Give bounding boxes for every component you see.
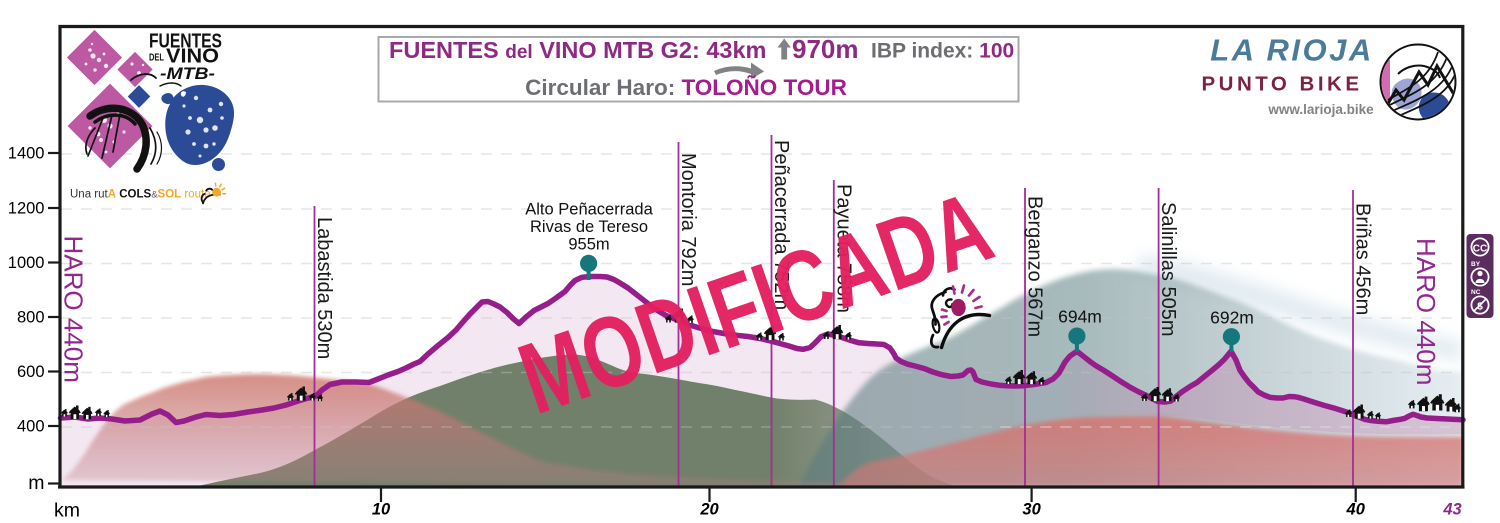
svg-text:Payueta 758m: Payueta 758m [832,184,854,313]
svg-text:BY: BY [1471,261,1481,268]
svg-text:FUENTES: FUENTES [149,30,222,53]
svg-text:40: 40 [1346,501,1366,519]
svg-text:Peñacerrada 752m: Peñacerrada 752m [770,140,792,310]
svg-text:PUNTO BIKE: PUNTO BIKE [1201,73,1362,96]
svg-text:LA RIOJA: LA RIOJA [1210,33,1374,68]
svg-text:-MTB-: -MTB- [160,64,215,83]
svg-text:Circular Haro: TOLOÑO TOUR: Circular Haro: TOLOÑO TOUR [525,75,847,100]
svg-text:FUENTES del VINO MTB G2: 43km: FUENTES del VINO MTB G2: 43km [389,37,766,63]
svg-text:IBP index: 100: IBP index: 100 [871,40,1014,63]
svg-text:694m: 694m [1058,307,1102,327]
svg-text:Salinillas 505m: Salinillas 505m [1157,202,1179,337]
svg-text:Alto Peñacerrada: Alto Peñacerrada [525,201,653,219]
svg-text:CC: CC [1473,244,1487,255]
svg-text:DEL: DEL [149,53,164,64]
svg-text:600: 600 [17,363,45,381]
svg-text:400: 400 [17,418,45,436]
svg-text:Berganzo 567m: Berganzo 567m [1024,196,1046,337]
svg-text:Rivas de Tereso: Rivas de Tereso [530,218,648,236]
svg-text:1400: 1400 [8,145,45,163]
svg-text:20: 20 [699,501,719,519]
svg-text:30: 30 [1022,501,1041,519]
svg-text:HARO 440m: HARO 440m [59,236,89,383]
svg-text:10: 10 [372,501,391,519]
svg-text:NC: NC [1471,289,1481,296]
svg-text:www.larioja.bike: www.larioja.bike [1267,102,1374,117]
svg-text:HARO 440m: HARO 440m [1411,238,1441,385]
svg-text:970m: 970m [792,34,859,64]
svg-text:VINO: VINO [166,45,219,68]
svg-text:Montoria 792m: Montoria 792m [677,153,699,286]
svg-text:43: 43 [1442,501,1461,519]
svg-text:$: $ [1477,302,1483,313]
svg-text:692m: 692m [1210,308,1254,328]
svg-text:800: 800 [17,309,45,327]
svg-text:Labastida 530m: Labastida 530m [313,217,335,359]
svg-text:m: m [28,472,44,494]
svg-text:1000: 1000 [8,254,45,272]
svg-text:km: km [54,500,80,522]
svg-text:Briñas 456m: Briñas 456m [1352,203,1374,315]
svg-text:1200: 1200 [8,200,45,218]
svg-text:Una rutA COLS&SOL route: Una rutA COLS&SOL route [70,189,211,201]
svg-text:955m: 955m [568,236,609,254]
